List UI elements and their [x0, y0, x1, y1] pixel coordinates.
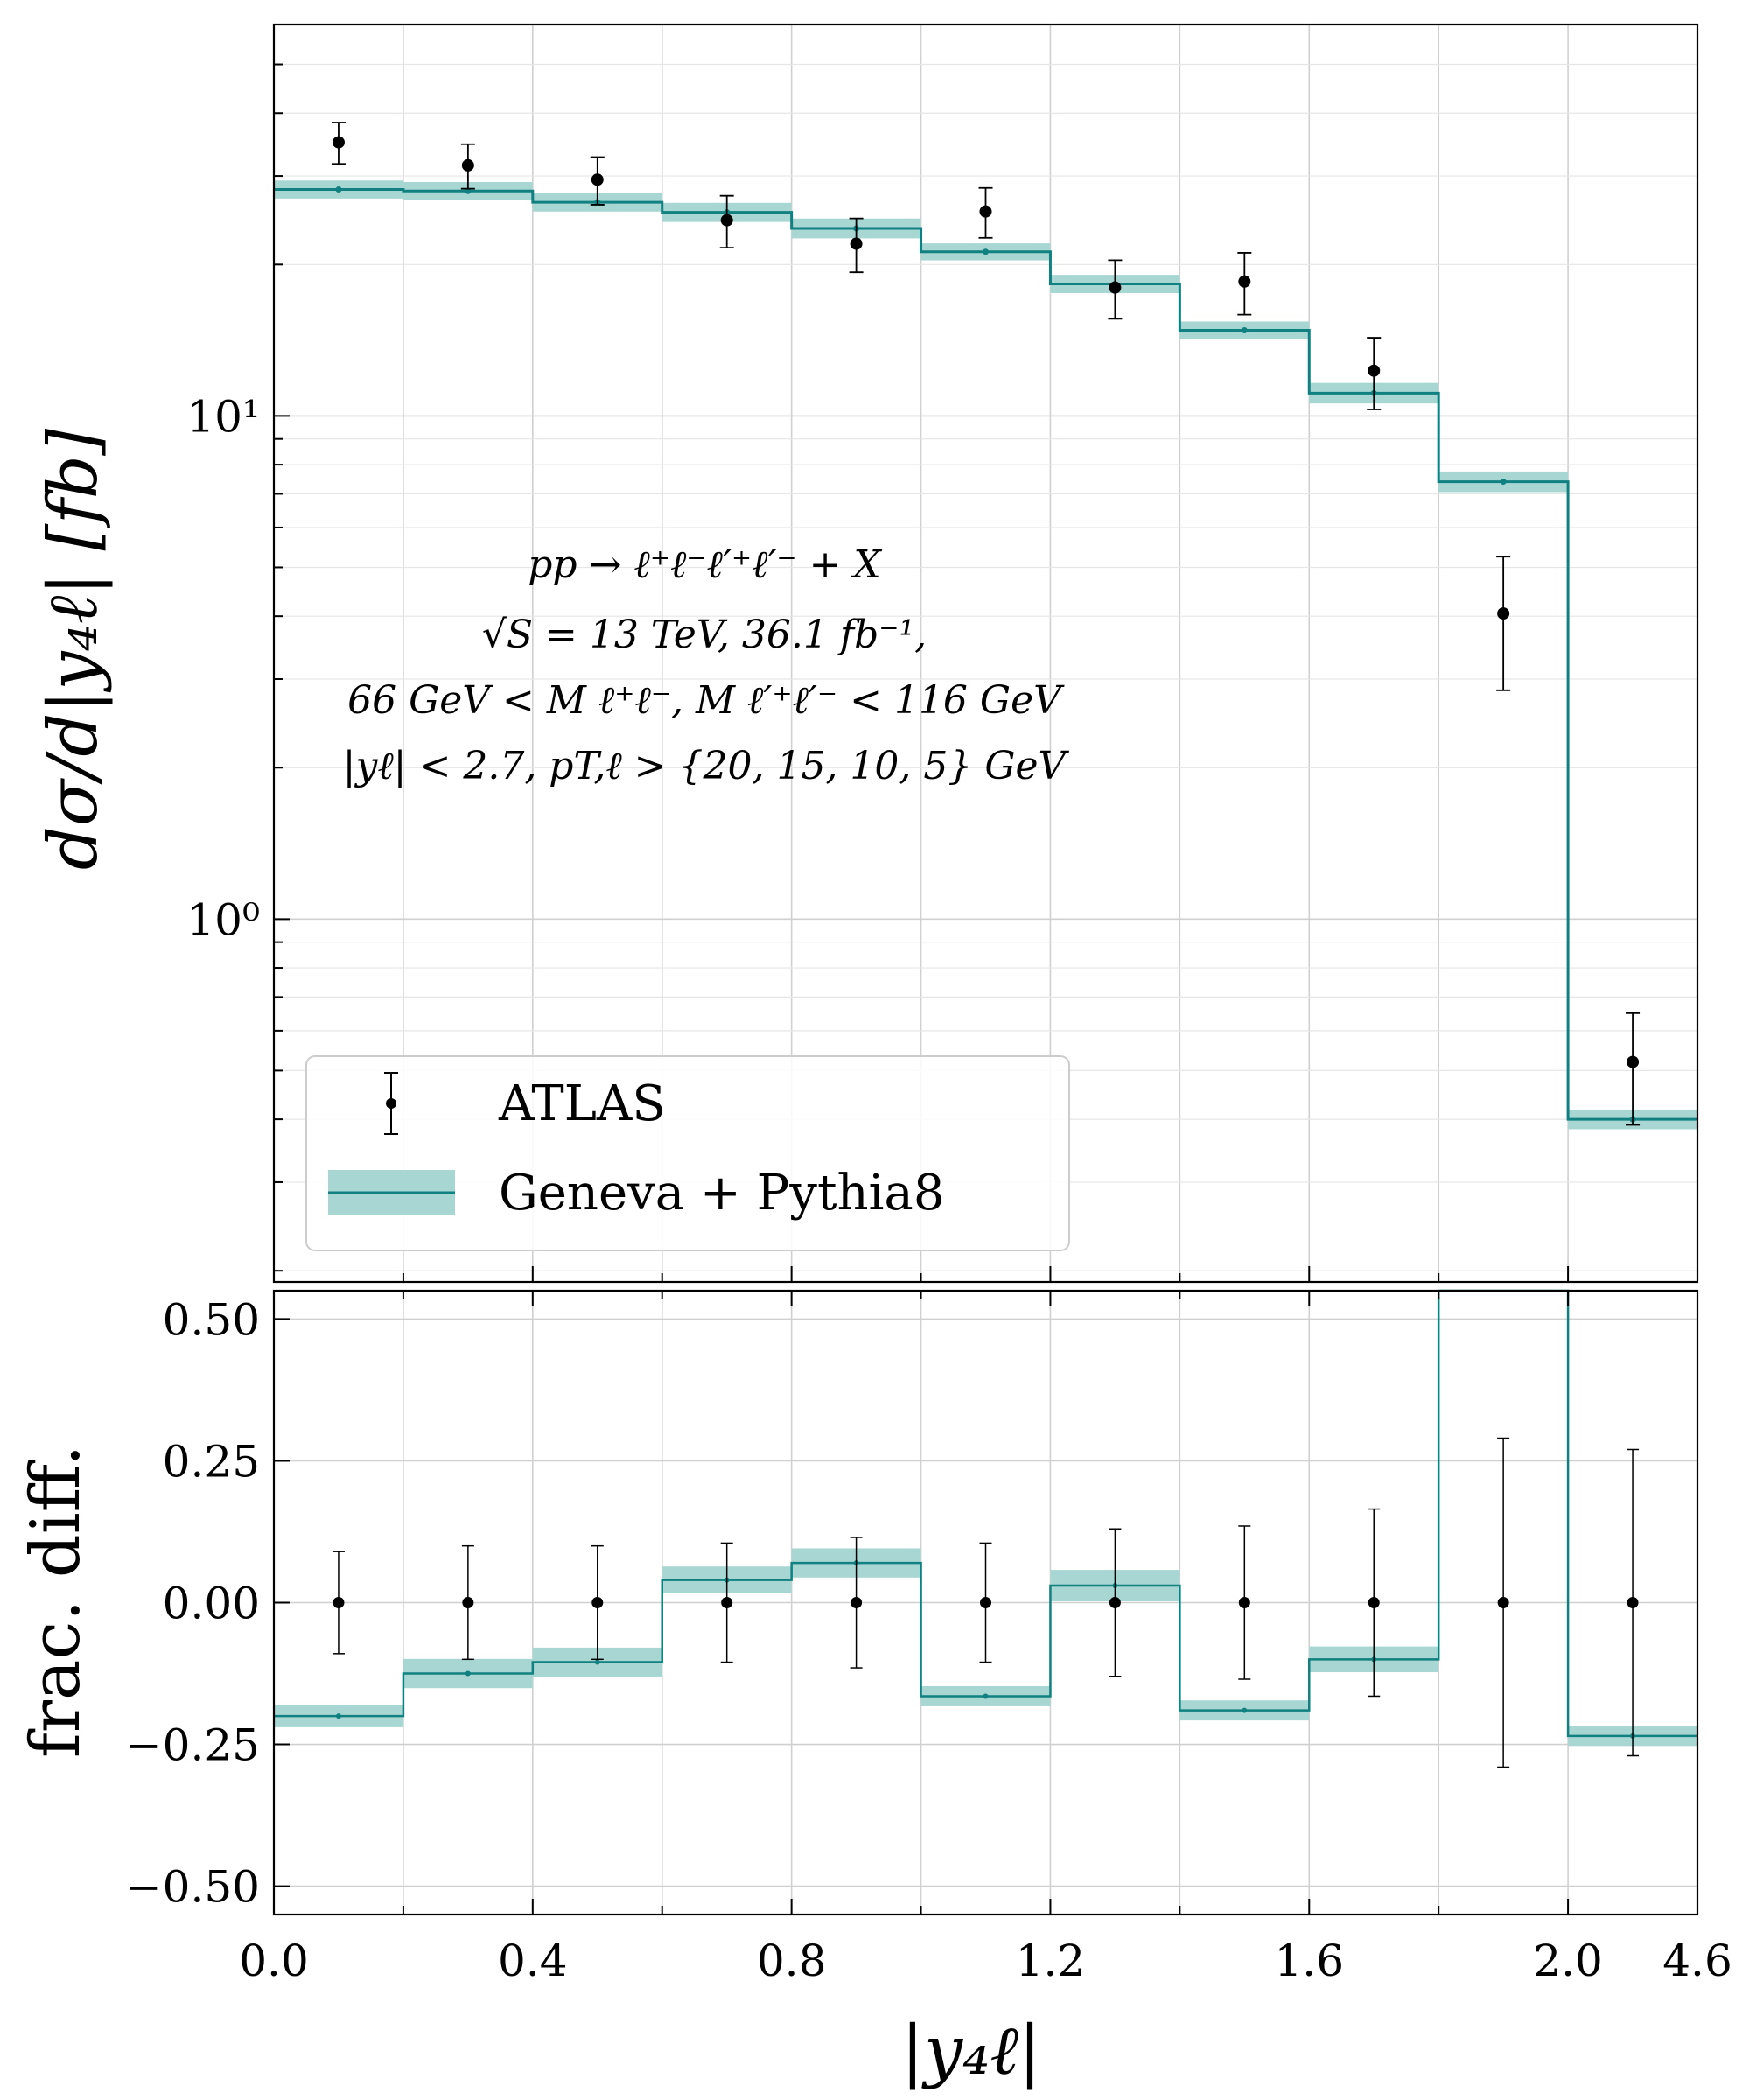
legend-box: [305, 1055, 1070, 1251]
atlas-ratio-point: [721, 1597, 733, 1608]
atlas-ratio-point: [1497, 1597, 1509, 1608]
x-tick-label: 0.0: [239, 1936, 309, 1986]
ratio-y-axis: 0.50 0.25 0.00 −0.25 −0.50: [126, 1294, 290, 1913]
geneva-bin-marker: [335, 186, 342, 193]
atlas-point: [979, 205, 992, 218]
geneva-bin-marker: [1241, 326, 1248, 333]
main-y-axis-title: dσ/d|y₄ℓ| [fb]: [34, 428, 113, 870]
ratio-y-tick-label: −0.50: [126, 1862, 260, 1913]
legend-atlas-label: ATLAS: [498, 1075, 666, 1132]
atlas-ratio-point: [1627, 1597, 1639, 1608]
legend: ATLAS Geneva + Pythia8: [305, 1055, 1070, 1251]
atlas-point: [1627, 1055, 1640, 1068]
geneva-ratio-marker: [465, 1670, 471, 1676]
atlas-ratio-point: [1238, 1597, 1250, 1608]
geneva-ratio-marker: [335, 1713, 341, 1719]
atlas-point: [850, 237, 863, 250]
main-y-tick-label: 10⁰: [186, 894, 260, 945]
geneva-ratio-marker: [1242, 1707, 1248, 1713]
atlas-point: [591, 173, 604, 186]
atlas-point: [720, 214, 733, 227]
geneva-ratio-marker: [983, 1693, 989, 1699]
geneva-bin-marker: [983, 248, 989, 256]
atlas-ratio-point: [332, 1597, 345, 1608]
atlas-ratio-point: [850, 1597, 863, 1608]
x-tick-label: 1.6: [1275, 1936, 1345, 1986]
physics-annotation: pp → ℓ⁺ℓ⁻ℓ′⁺ℓ′⁻ + X √S = 13 TeV, 36.1 fb…: [343, 542, 1070, 788]
atlas-ratio-point: [1368, 1597, 1380, 1608]
geneva-ratio-marker: [594, 1659, 600, 1665]
x-tick-label: 0.8: [757, 1936, 827, 1986]
atlas-ratio-point: [1109, 1597, 1121, 1608]
main-y-axis: 10⁰ 10¹: [186, 24, 290, 1272]
main-y-tick-label: 10¹: [186, 391, 260, 442]
main-panel-marks: [274, 122, 1698, 1130]
legend-geneva-label: Geneva + Pythia8: [499, 1165, 944, 1222]
atlas-point: [332, 136, 345, 149]
atlas-point: [1109, 281, 1122, 294]
x-axis: 0.0 0.4 0.8 1.2 1.6 2.0 4.6: [239, 1266, 1732, 1986]
atlas-point: [461, 158, 474, 172]
ratio-y-tick-label: 0.25: [163, 1436, 260, 1487]
annotation-line-1: pp → ℓ⁺ℓ⁻ℓ′⁺ℓ′⁻ + X: [528, 542, 882, 587]
ratio-y-tick-label: −0.25: [126, 1720, 260, 1771]
ratio-y-axis-title: frac. diff.: [17, 1445, 95, 1758]
x-axis-title: |y₄ℓ|: [901, 2012, 1041, 2090]
atlas-point: [1368, 364, 1381, 377]
ratio-y-tick-label: 0.50: [163, 1294, 260, 1345]
ratio-y-tick-label: 0.00: [163, 1578, 260, 1629]
ratio-panel-marks: [274, 1289, 1698, 1768]
atlas-point: [1238, 275, 1251, 288]
geneva-bin-marker: [1500, 479, 1507, 486]
x-tick-label: 1.2: [1016, 1936, 1086, 1986]
annotation-line-4: |yℓ| < 2.7, pT,ℓ > {20, 15, 10, 5} GeV: [343, 744, 1070, 788]
atlas-point: [1497, 607, 1510, 620]
x-tick-label: 2.0: [1533, 1936, 1603, 1986]
atlas-ratio-point: [980, 1597, 991, 1608]
geneva-bin-marker: [465, 187, 472, 194]
x-tick-label: 4.6: [1662, 1936, 1732, 1986]
annotation-line-2: √S = 13 TeV, 36.1 fb⁻¹,: [482, 612, 927, 657]
x-tick-label: 0.4: [498, 1936, 568, 1986]
atlas-ratio-point: [592, 1597, 604, 1608]
main-panel-frame: [272, 23, 1699, 1284]
legend-atlas-marker: [386, 1098, 396, 1109]
annotation-line-3: 66 GeV < M ℓ⁺ℓ⁻, M ℓ′⁺ℓ′⁻ < 116 GeV: [347, 678, 1065, 723]
atlas-ratio-point: [462, 1597, 474, 1608]
ratio-panel-grid: [274, 1291, 1698, 1914]
